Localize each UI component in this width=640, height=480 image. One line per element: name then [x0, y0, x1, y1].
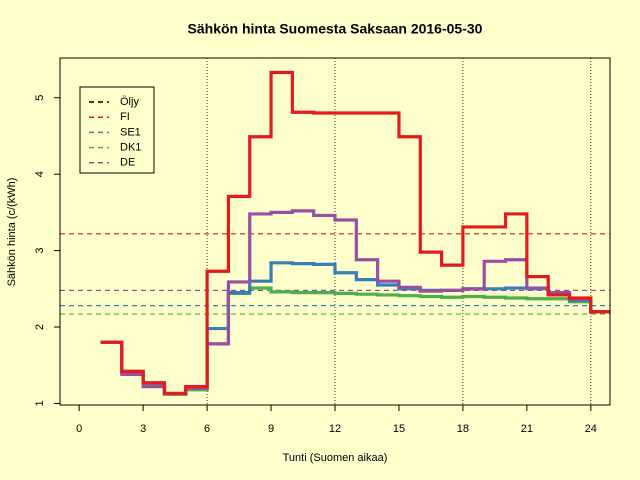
legend-label: SE1 — [120, 126, 141, 138]
y-tick-label: 3 — [34, 248, 46, 254]
x-tick-label: 12 — [329, 423, 341, 435]
x-tick-label: 15 — [393, 423, 405, 435]
x-tick-label: 3 — [140, 423, 146, 435]
x-tick-label: 6 — [204, 423, 210, 435]
x-tick-label: 21 — [521, 423, 533, 435]
x-tick-label: 9 — [268, 423, 274, 435]
series-line — [100, 261, 610, 396]
legend-box — [79, 86, 155, 174]
x-tick-label: 0 — [76, 423, 82, 435]
y-tick-label: 1 — [34, 400, 46, 406]
y-tick-label: 2 — [34, 324, 46, 330]
y-tick-label: 4 — [34, 171, 46, 177]
legend-label: DK1 — [120, 142, 141, 154]
x-axis-label: Tunti (Suomen aikaa) — [283, 452, 388, 464]
series-line — [100, 286, 610, 396]
x-tick-label: 18 — [457, 423, 469, 435]
legend-label: FI — [120, 111, 130, 123]
x-tick-label: 24 — [585, 423, 597, 435]
series-line — [100, 209, 610, 396]
legend-label: Öljy — [120, 96, 139, 108]
legend-label: DE — [120, 157, 135, 169]
y-axis-label: Sähkön hinta (c/(kWh) — [6, 178, 18, 287]
chart-title: Sähkön hinta Suomesta Saksaan 2016-05-30 — [188, 21, 483, 37]
y-tick-label: 5 — [34, 95, 46, 101]
series-line — [100, 70, 610, 396]
